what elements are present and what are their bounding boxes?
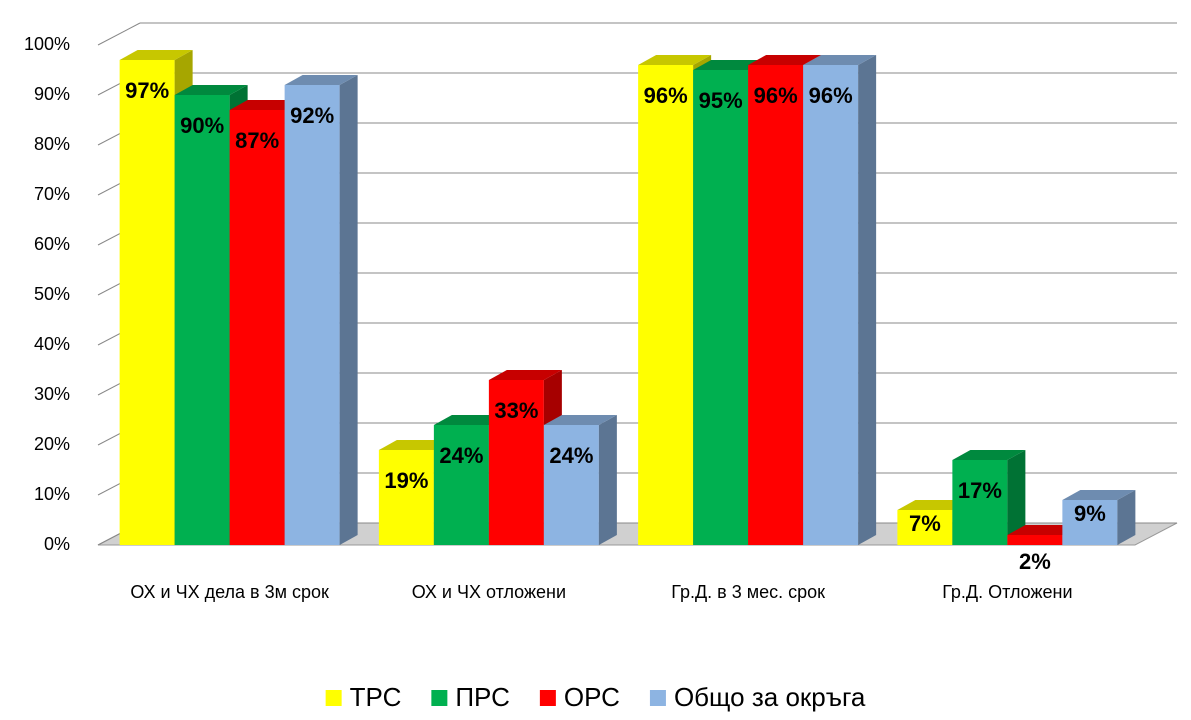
legend-swatch xyxy=(539,690,556,706)
bar xyxy=(229,110,285,545)
data-label: 24% xyxy=(549,443,593,468)
bar-top xyxy=(897,500,971,510)
data-label: 92% xyxy=(290,103,334,128)
y-tick-label: 100% xyxy=(24,34,70,54)
data-label: 96% xyxy=(754,83,798,108)
data-label: 24% xyxy=(439,443,483,468)
legend-swatch xyxy=(431,690,448,706)
bar-top xyxy=(693,60,767,70)
y-tick-label: 20% xyxy=(34,434,70,454)
bar-top xyxy=(638,55,712,65)
x-tick-label: Гр.Д. Отложени xyxy=(942,582,1073,602)
data-label: 33% xyxy=(494,398,538,423)
y-tick-label: 10% xyxy=(34,484,70,504)
x-tick-label: Гр.Д. в 3 мес. срок xyxy=(671,582,826,602)
y-tick-label: 0% xyxy=(44,534,70,554)
data-label: 19% xyxy=(384,468,428,493)
data-label: 7% xyxy=(909,511,941,536)
bar-top xyxy=(1007,525,1081,535)
bar xyxy=(1007,535,1063,545)
bar-top xyxy=(433,415,507,425)
x-tick-label: ОХ и ЧХ отложени xyxy=(411,582,567,602)
data-label: 96% xyxy=(644,83,688,108)
bar xyxy=(119,60,175,545)
bar-top xyxy=(119,50,193,60)
legend-label: ОРС xyxy=(564,682,620,712)
bar xyxy=(638,65,694,545)
legend-label: ПРС xyxy=(455,682,510,712)
bar-top xyxy=(284,75,358,85)
data-label: 87% xyxy=(235,128,279,153)
x-tick-label: ОХ и ЧХ дела в 3м срок xyxy=(130,582,329,602)
bar xyxy=(433,425,489,545)
bar xyxy=(897,510,953,545)
legend-swatch xyxy=(649,690,666,706)
bar xyxy=(378,450,434,545)
y-tick-label: 30% xyxy=(34,384,70,404)
data-label: 9% xyxy=(1074,501,1106,526)
legend: ТРС ПРС ОРС Общо за окръга xyxy=(325,682,866,712)
bar xyxy=(488,380,544,545)
bar xyxy=(693,70,749,545)
bar-side xyxy=(1007,450,1026,545)
data-label: 96% xyxy=(809,83,853,108)
y-tick-label: 40% xyxy=(34,334,70,354)
bar xyxy=(1062,500,1118,545)
bar xyxy=(748,65,804,545)
bar-top xyxy=(748,55,822,65)
bar-top xyxy=(229,100,303,110)
bar-side xyxy=(858,55,877,545)
data-label: 97% xyxy=(125,78,169,103)
bar xyxy=(803,65,859,545)
y-tick-label: 70% xyxy=(34,184,70,204)
legend-label: Общо за окръга xyxy=(674,682,866,712)
bar-top xyxy=(952,450,1026,460)
bar xyxy=(174,95,230,545)
bar-top xyxy=(803,55,877,65)
legend-swatch xyxy=(325,690,342,706)
bar-side xyxy=(598,415,617,545)
data-label: 2% xyxy=(1019,549,1051,574)
bar-top xyxy=(378,440,452,450)
bar-side xyxy=(339,75,358,545)
bar xyxy=(284,85,340,545)
bar-top xyxy=(543,415,617,425)
grid-diagonal xyxy=(97,22,141,46)
legend-label: ТРС xyxy=(350,682,402,712)
bar-top xyxy=(174,85,248,95)
y-tick-label: 50% xyxy=(34,284,70,304)
data-label: 17% xyxy=(958,478,1002,503)
y-tick-label: 60% xyxy=(34,234,70,254)
bar xyxy=(543,425,599,545)
y-tick-label: 90% xyxy=(34,84,70,104)
bar xyxy=(952,460,1008,545)
y-tick-label: 80% xyxy=(34,134,70,154)
data-label: 95% xyxy=(699,88,743,113)
bar-top xyxy=(488,370,562,380)
bar-side xyxy=(1117,490,1136,545)
bar-top xyxy=(1062,490,1136,500)
data-label: 90% xyxy=(180,113,224,138)
